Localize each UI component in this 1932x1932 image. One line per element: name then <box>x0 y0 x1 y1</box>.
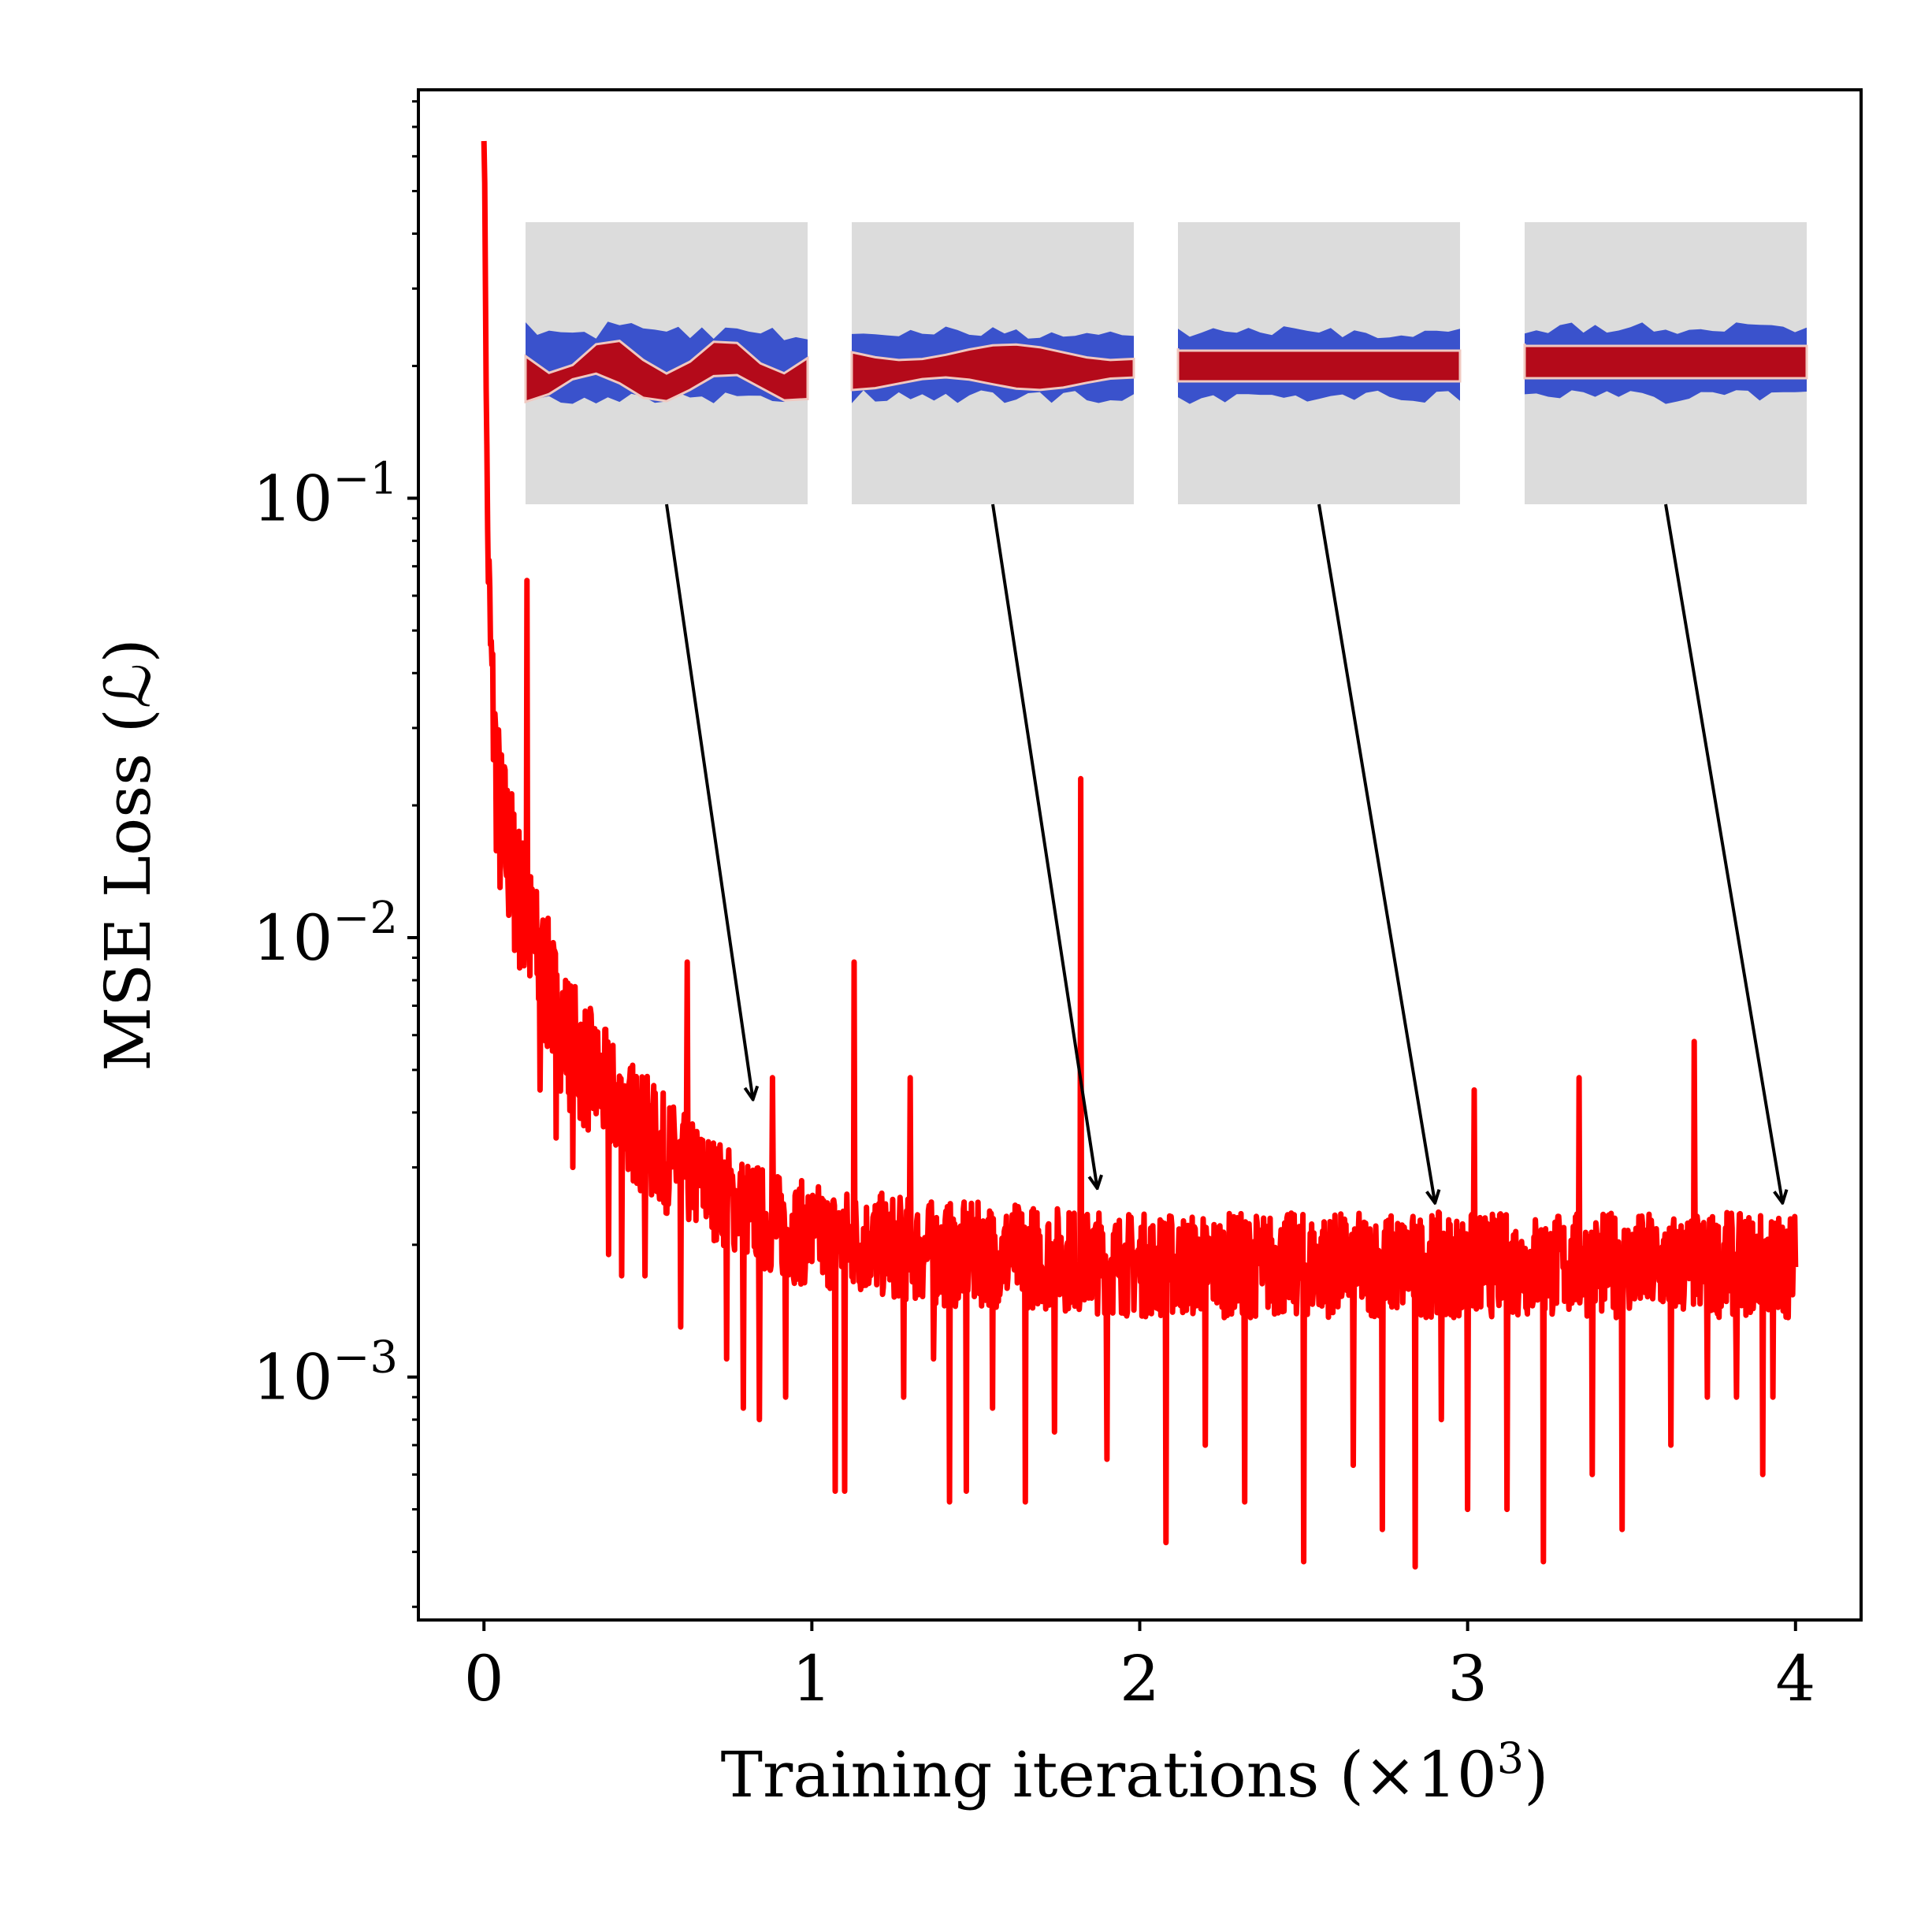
inset-arrow <box>1664 503 1782 1202</box>
x-tick-label: 1 <box>792 1642 832 1715</box>
x-tick-label: 4 <box>1775 1642 1815 1715</box>
inset-red-region <box>1176 348 1462 383</box>
field-insets <box>524 222 1808 504</box>
x-axis-label-exponent: 3 <box>1497 1733 1524 1783</box>
x-axis: 0 1 2 3 4 <box>464 1620 1815 1715</box>
loss-series <box>481 140 1799 1570</box>
y-axis-label: MSE Loss (ℒ) <box>91 638 165 1071</box>
inset-arrow <box>1317 503 1435 1202</box>
inset-arrow <box>991 503 1097 1187</box>
x-tick-label: 3 <box>1447 1642 1488 1715</box>
field-inset <box>850 222 1135 504</box>
inset-red-region <box>850 343 1135 392</box>
loss-line <box>481 140 1799 1570</box>
y-tick-label: 10−2 <box>253 893 398 975</box>
inset-red-region <box>524 340 809 404</box>
y-axis: 10−1 10−2 10−3 <box>253 100 418 1608</box>
inset-arrow <box>665 503 752 1098</box>
x-tick-label: 2 <box>1120 1642 1160 1715</box>
x-axis-label: Training iterations (×103) <box>721 1733 1549 1811</box>
field-inset <box>1176 222 1462 504</box>
inset-arrows <box>665 503 1782 1202</box>
x-tick-label: 0 <box>464 1642 504 1715</box>
field-inset <box>1523 222 1808 504</box>
y-tick-label: 10−3 <box>253 1332 398 1414</box>
field-inset <box>524 222 809 504</box>
y-tick-label: 10−1 <box>253 453 398 535</box>
inset-red-region <box>1523 344 1808 380</box>
